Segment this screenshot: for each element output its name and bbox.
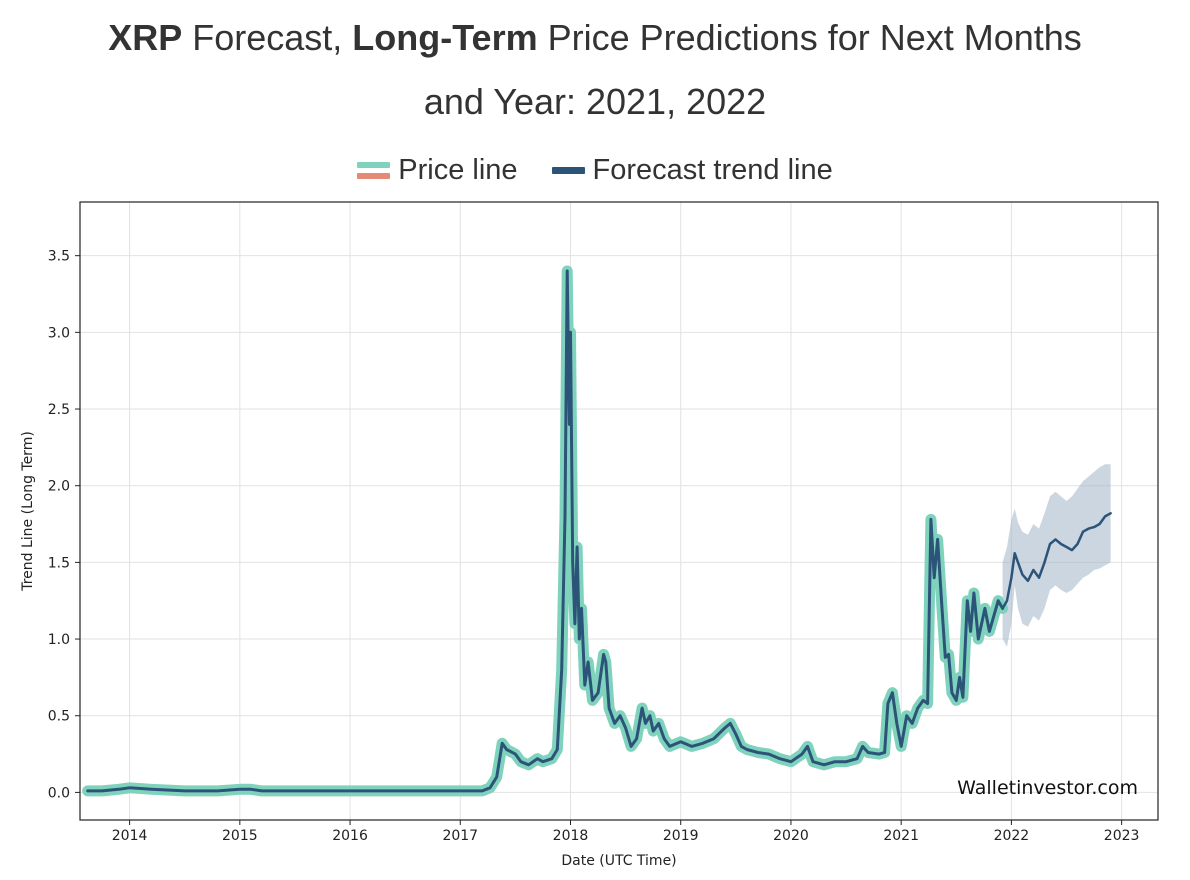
price-line bbox=[82, 265, 1009, 797]
y-axis-ticks: 0.0 0.5 1.0 1.5 2.0 2.5 3.0 3.5 bbox=[48, 249, 80, 801]
y-tick-label: 2.5 bbox=[48, 402, 70, 418]
forecast-confidence-band bbox=[1002, 464, 1111, 647]
price-line-swatch bbox=[357, 161, 391, 179]
legend-price-label: Price line bbox=[398, 153, 518, 186]
x-tick-label: 2016 bbox=[332, 828, 368, 844]
chart-legend: Price line Forecast trend line bbox=[0, 148, 1190, 192]
y-tick-label: 3.5 bbox=[48, 249, 70, 265]
x-axis-ticks: 2014 2015 2016 2017 2018 2019 2020 2021 2022 2023 bbox=[112, 820, 1140, 844]
price-up-swatch bbox=[357, 161, 391, 168]
legend-item-price: Price line bbox=[357, 153, 518, 187]
y-tick-label: 0.5 bbox=[48, 709, 70, 725]
title-text-a: Forecast, bbox=[182, 17, 353, 58]
title-coin: XRP bbox=[108, 17, 183, 58]
x-axis-label: Date (UTC Time) bbox=[561, 853, 676, 869]
title-line-2: and Year: 2021, 2022 bbox=[423, 81, 767, 122]
y-tick-label: 3.0 bbox=[48, 325, 70, 341]
x-tick-label: 2015 bbox=[222, 828, 258, 844]
title-line-1: XRP Forecast, Long-Term Price Prediction… bbox=[0, 6, 1190, 70]
forecast-trend-line bbox=[1001, 512, 1112, 610]
price-down-swatch bbox=[357, 172, 391, 179]
watermark: Walletinvestor.com bbox=[957, 777, 1138, 799]
plot-frame bbox=[79, 201, 1159, 821]
x-tick-label: 2020 bbox=[773, 828, 809, 844]
y-axis-label: Trend Line (Long Term) bbox=[20, 431, 36, 592]
x-tick-label: 2017 bbox=[442, 828, 478, 844]
legend-forecast-label: Forecast trend line bbox=[592, 153, 833, 186]
y-tick-label: 1.0 bbox=[48, 632, 70, 648]
legend-item-forecast: Forecast trend line bbox=[551, 153, 833, 187]
title-long-term: Long-Term bbox=[352, 17, 538, 58]
x-tick-label: 2014 bbox=[112, 828, 148, 844]
grid-lines bbox=[80, 202, 1158, 820]
historical-trend-line bbox=[86, 269, 1005, 793]
x-tick-label: 2023 bbox=[1104, 828, 1140, 844]
x-tick-label: 2021 bbox=[883, 828, 919, 844]
x-tick-label: 2018 bbox=[553, 828, 589, 844]
y-tick-label: 1.5 bbox=[48, 555, 70, 571]
chart-title: XRP Forecast, Long-Term Price Prediction… bbox=[0, 6, 1190, 134]
x-tick-label: 2019 bbox=[663, 828, 699, 844]
y-tick-label: 0.0 bbox=[48, 785, 70, 801]
y-tick-label: 2.0 bbox=[48, 479, 70, 495]
title-text-b: Price Predictions for Next Months bbox=[537, 17, 1082, 58]
x-tick-label: 2022 bbox=[994, 828, 1030, 844]
forecast-line-swatch bbox=[551, 166, 585, 174]
